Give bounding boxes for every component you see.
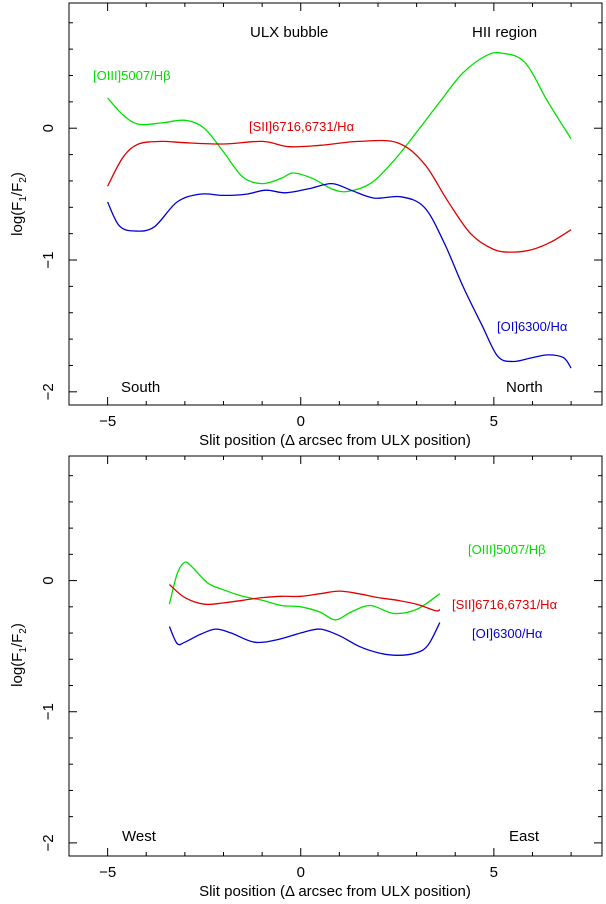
bottom-panel: −5 0 5 −2 −1 0 West East [OIII]5007/Hβ [SII]6… (9, 455, 603, 900)
x-tick-label: 0 (297, 413, 305, 430)
series-line (107, 139, 572, 253)
data-lines (107, 51, 572, 369)
series-label-oi: [OI]6300/Hα (497, 319, 568, 334)
tick-labels: −5 0 5 −2 −1 0 (40, 576, 498, 881)
series-line (168, 561, 441, 621)
x-axis-label: Slit position (Δ arcsec from ULX positio… (199, 883, 471, 900)
x-tick-label: 5 (490, 864, 498, 881)
series-label-oi: [OI]6300/Hα (472, 626, 543, 641)
series-label-oiii: [OIII]5007/Hβ (468, 542, 546, 557)
plot-frame (68, 2, 603, 406)
y-tick-label: −1 (40, 703, 57, 720)
annotation-east: East (509, 828, 540, 845)
y-tick-label: −2 (40, 834, 57, 851)
y-tick-label: −2 (40, 383, 57, 400)
annotation-north: North (506, 379, 543, 396)
series-line (107, 51, 572, 193)
x-axis-label: Slit position (Δ arcsec from ULX positio… (199, 432, 471, 449)
series-label-sii: [SII]6716,6731/Hα (452, 597, 558, 612)
annotation-ulx-bubble: ULX bubble (250, 24, 328, 41)
x-tick-label: 0 (297, 864, 305, 881)
series-line (107, 182, 572, 369)
annotation-west: West (122, 828, 157, 845)
y-tick-label: −1 (40, 251, 57, 268)
axis-ticks (68, 3, 602, 405)
series-line (168, 584, 441, 612)
annotation-hii-region: HII region (472, 24, 537, 41)
y-tick-label: 0 (40, 124, 57, 132)
x-tick-label: −5 (99, 413, 116, 430)
axis-ticks (68, 456, 602, 856)
series-label-oiii: [OIII]5007/Hβ (93, 68, 171, 83)
top-panel: −5 0 5 −2 −1 0 ULX bubble HII region South No… (9, 2, 603, 449)
y-axis-label: log(F1/F2) (9, 172, 29, 236)
series-line (168, 622, 441, 656)
plot-frame (68, 455, 603, 857)
x-tick-label: 5 (490, 413, 498, 430)
y-axis-label: log(F1/F2) (9, 623, 29, 687)
series-label-sii: [SII]6716,6731/Hα (249, 119, 355, 134)
annotation-south: South (121, 379, 160, 396)
data-lines (168, 561, 441, 656)
x-tick-label: −5 (99, 864, 116, 881)
tick-labels: −5 0 5 −2 −1 0 (40, 124, 498, 430)
y-tick-label: 0 (40, 576, 57, 584)
